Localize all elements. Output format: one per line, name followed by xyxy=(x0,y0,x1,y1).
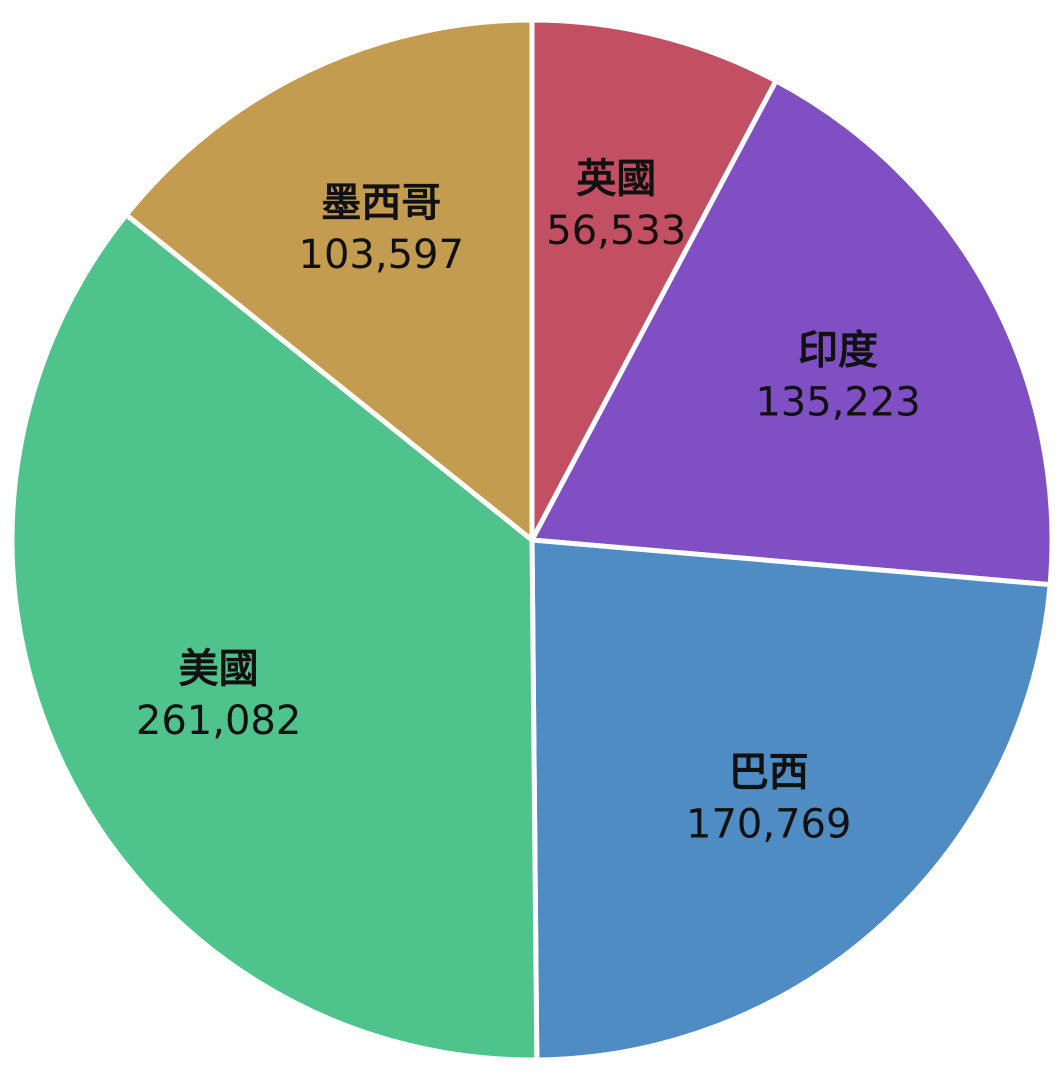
pie-slice xyxy=(123,17,535,543)
slice-category-label: 美國 xyxy=(179,646,259,692)
slice-value-label: 261,082 xyxy=(136,698,301,744)
pie-slice xyxy=(529,537,1053,1063)
slice-value-label: 56,533 xyxy=(546,208,686,254)
slice-value-label: 170,769 xyxy=(686,802,851,848)
slice-category-label: 印度 xyxy=(798,328,878,374)
pie-slices xyxy=(9,17,1055,1063)
slice-category-label: 巴西 xyxy=(729,750,809,796)
pie-slice xyxy=(529,17,779,543)
slice-category-label: 墨西哥 xyxy=(321,180,441,226)
slice-category-label: 英國 xyxy=(576,156,656,202)
slice-value-label: 135,223 xyxy=(755,380,920,426)
pie-labels: 英國 56,533 印度 135,223 巴西 170,769 美國 261,082 墨西哥 10… xyxy=(136,156,921,848)
pie-slice xyxy=(9,212,540,1063)
slice-value-label: 103,597 xyxy=(299,232,464,278)
pie-slice xyxy=(529,78,1055,588)
